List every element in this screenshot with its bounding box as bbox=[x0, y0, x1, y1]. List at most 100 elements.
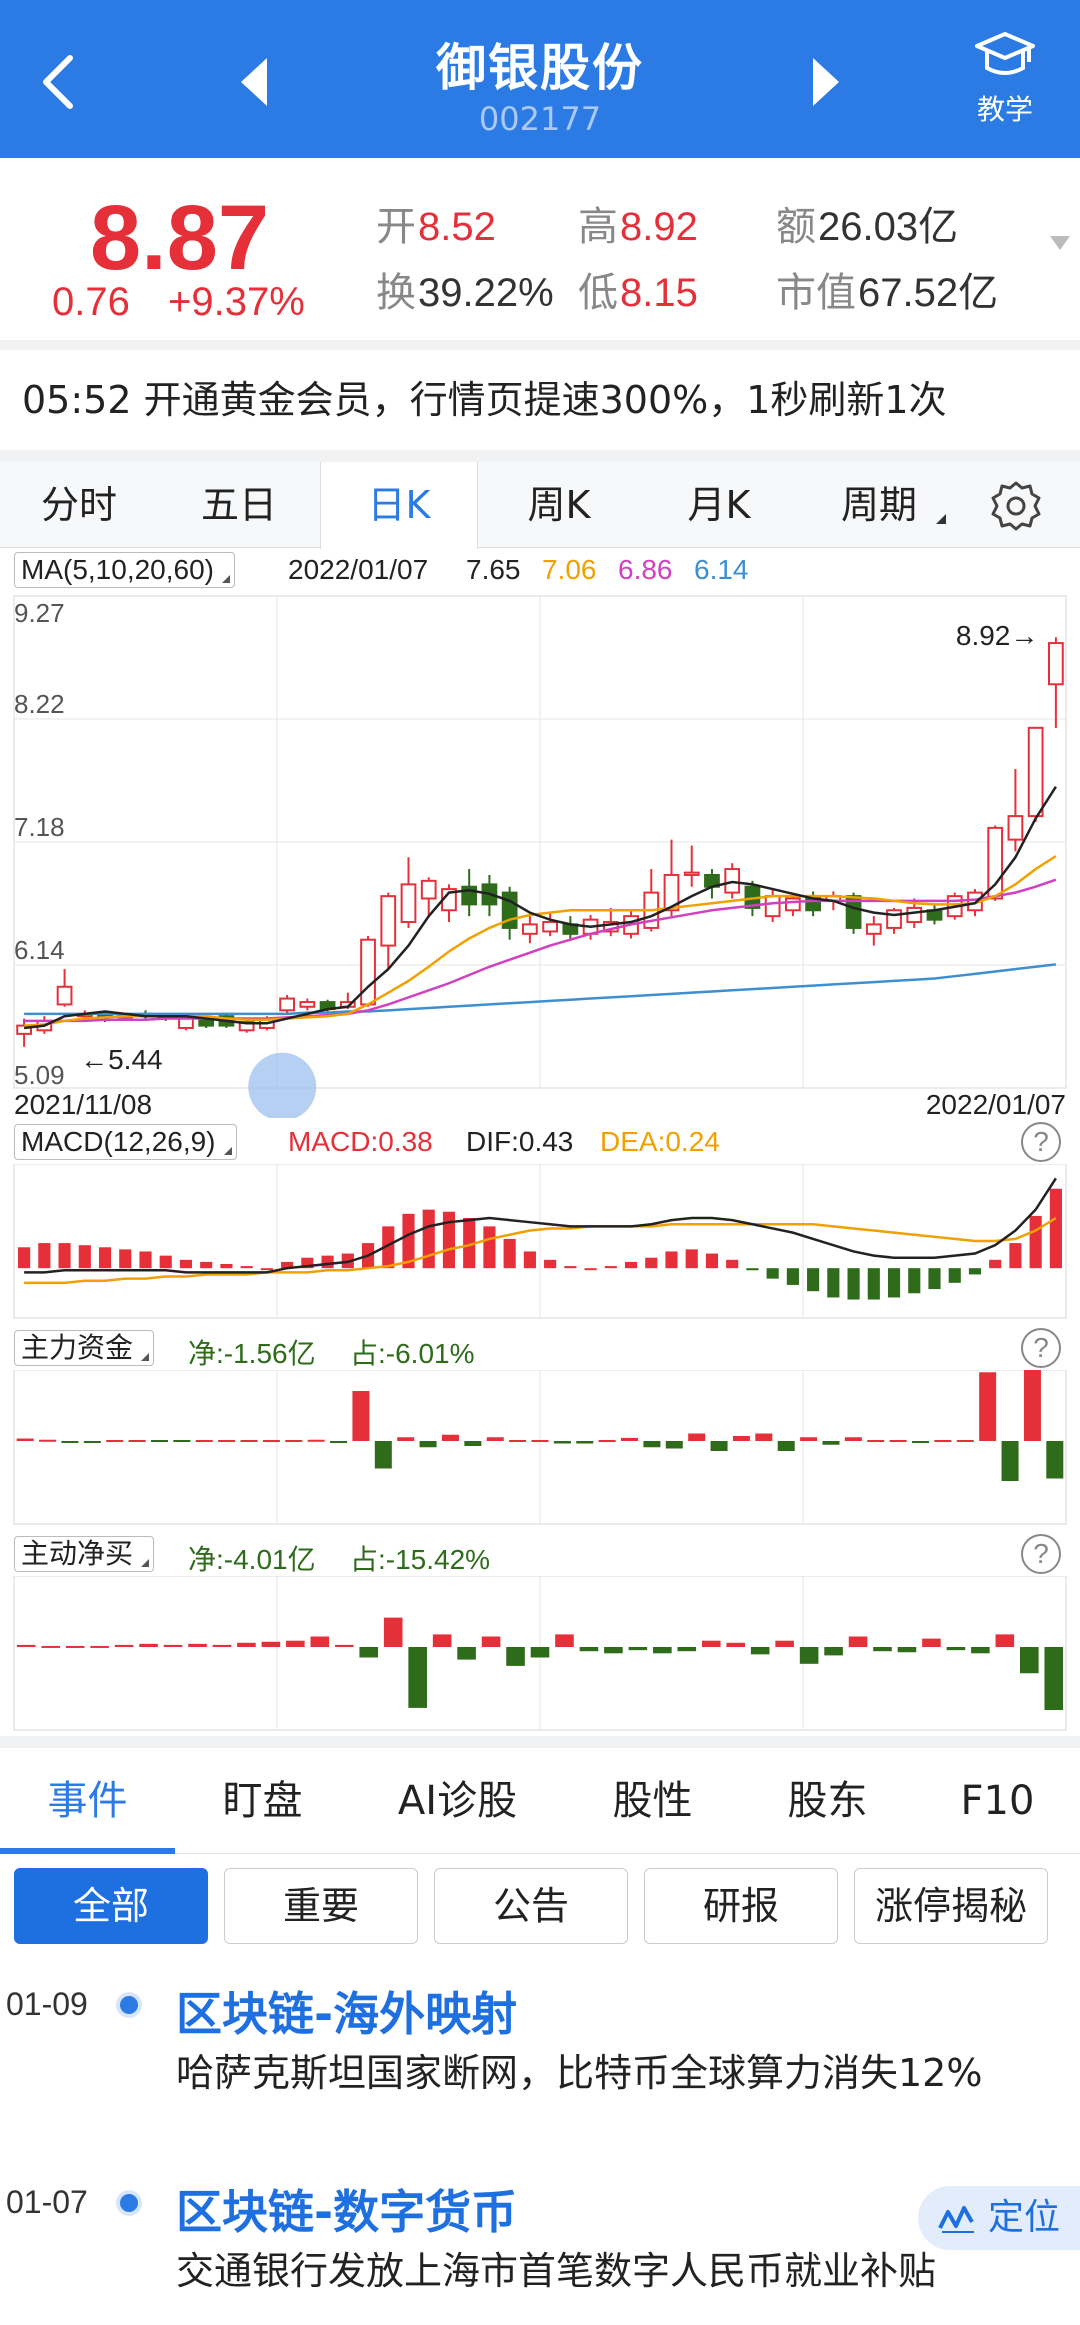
candle bbox=[663, 873, 680, 912]
candle bbox=[886, 909, 902, 929]
ma5-value: 7.65 bbox=[466, 554, 521, 585]
filter-research[interactable]: 研报 bbox=[644, 1868, 838, 1944]
macd-bar bbox=[1049, 1188, 1062, 1269]
candle bbox=[380, 895, 397, 947]
candle bbox=[764, 895, 781, 918]
active-buy-legend: 主动净买 净:-4.01亿 占:-15.42% ? bbox=[0, 1534, 1080, 1575]
active-tab-indicator bbox=[0, 1848, 175, 1854]
flow-bar bbox=[16, 1644, 36, 1647]
filter-all[interactable]: 全部 bbox=[14, 1868, 208, 1944]
macd-legend: MACD(12,26,9) MACD:0.38 DIF:0.43 DEA:0.2… bbox=[0, 1122, 1080, 1162]
flow-bar bbox=[732, 1436, 750, 1441]
market-cap-field: 市值67.52亿 bbox=[776, 260, 998, 318]
macd-indicator-selector[interactable]: MACD(12,26,9) bbox=[14, 1124, 237, 1160]
tab-period[interactable]: 周期 bbox=[800, 462, 958, 548]
tab-intraday[interactable]: 分时 bbox=[40, 483, 117, 527]
macd-bar bbox=[746, 1268, 759, 1271]
help-icon[interactable]: ? bbox=[1021, 1534, 1061, 1574]
tab-weekly-k[interactable]: 周K bbox=[527, 483, 591, 527]
tab-daily-k[interactable]: 日K bbox=[320, 462, 478, 549]
high-field: 高8.92 bbox=[578, 194, 698, 252]
flow-bar bbox=[419, 1441, 437, 1448]
tab-five-day[interactable]: 五日 bbox=[200, 483, 277, 527]
event-date: 01-07 bbox=[6, 2184, 88, 2220]
dif-line bbox=[24, 1177, 1057, 1274]
filter-limit-up[interactable]: 涨停揭秘 bbox=[854, 1868, 1048, 1944]
tab-f10[interactable]: F10 bbox=[960, 1778, 1035, 1824]
locate-button[interactable]: 定位 bbox=[918, 2186, 1080, 2250]
macd-bar bbox=[483, 1226, 496, 1269]
tab-stock-character[interactable]: 股性 bbox=[612, 1778, 693, 1824]
gear-icon[interactable] bbox=[990, 480, 1042, 532]
macd-bar bbox=[321, 1255, 334, 1269]
flow-bar bbox=[531, 1440, 549, 1442]
flow-bar bbox=[285, 1440, 303, 1442]
flow-bar bbox=[408, 1647, 427, 1708]
teach-label: 教学 bbox=[976, 93, 1033, 126]
high-value: 8.92 bbox=[620, 205, 698, 249]
macd-bar bbox=[827, 1268, 840, 1298]
main-fund-selector[interactable]: 主力资金 bbox=[14, 1330, 155, 1366]
macd-bar bbox=[159, 1255, 172, 1269]
flow-bar bbox=[912, 1441, 930, 1443]
flow-bar bbox=[621, 1437, 639, 1441]
macd-bar bbox=[260, 1268, 273, 1271]
flow-bar bbox=[481, 1636, 501, 1647]
ma5-line bbox=[23, 786, 1057, 1030]
open-value: 8.52 bbox=[418, 205, 496, 249]
macd-bar bbox=[402, 1213, 415, 1269]
macd-bar bbox=[442, 1211, 456, 1269]
back-arrow-icon[interactable] bbox=[30, 42, 90, 122]
tab-events[interactable]: 事件 bbox=[47, 1778, 128, 1824]
min-price-label: ←5.44 bbox=[80, 1044, 163, 1075]
flow-bar bbox=[486, 1437, 504, 1441]
filter-announcement[interactable]: 公告 bbox=[434, 1868, 628, 1944]
flow-bar bbox=[139, 1643, 158, 1647]
candlestick-chart[interactable]: 9.27 8.22 7.18 6.14 5.09 8.92→ ←5.44 2021/11/08… bbox=[0, 590, 1080, 1118]
stock-code: 002177 bbox=[478, 100, 602, 138]
flow-bar bbox=[922, 1638, 941, 1647]
event-title[interactable]: 区块链-海外映射 bbox=[176, 1987, 518, 2041]
expand-quote-icon[interactable] bbox=[1050, 236, 1070, 250]
flow-bar bbox=[262, 1440, 280, 1442]
filter-important[interactable]: 重要 bbox=[224, 1868, 418, 1944]
candle bbox=[279, 997, 295, 1012]
flow-bar bbox=[261, 1641, 281, 1647]
candle bbox=[785, 897, 801, 912]
ma-legend: MA(5,10,20,60) 2022/01/07 7.65 7.06 6.86… bbox=[0, 550, 1080, 590]
x-axis-start-label: 2021/11/08 bbox=[14, 1089, 152, 1118]
stock-name: 御银股份 bbox=[436, 39, 644, 97]
macd-bar bbox=[624, 1261, 638, 1269]
help-icon[interactable]: ? bbox=[1021, 1122, 1061, 1162]
candle bbox=[400, 883, 417, 924]
active-buy-ratio: 占:-15.42% bbox=[350, 1544, 491, 1575]
teach-button[interactable]: 教学 bbox=[960, 30, 1050, 128]
tab-ai-diagnosis[interactable]: AI诊股 bbox=[397, 1778, 518, 1824]
vip-notice-banner[interactable]: 05:52 开通黄金会员，行情页提速300%，1秒刷新1次 bbox=[0, 350, 1080, 450]
next-stock-icon[interactable] bbox=[805, 52, 845, 112]
main-fund-chart bbox=[13, 1370, 1067, 1525]
flow-bar bbox=[90, 1645, 109, 1648]
flow-bar bbox=[150, 1440, 168, 1442]
active-buy-selector[interactable]: 主动净买 bbox=[14, 1536, 155, 1572]
macd-bar bbox=[240, 1266, 253, 1269]
flow-bar bbox=[628, 1647, 648, 1651]
tab-monthly-k[interactable]: 月K bbox=[687, 483, 751, 527]
flow-bar bbox=[188, 1643, 207, 1647]
flow-bar bbox=[995, 1634, 1015, 1647]
tab-watch[interactable]: 盯盘 bbox=[222, 1778, 303, 1824]
ma-indicator-selector[interactable]: MA(5,10,20,60) bbox=[14, 552, 235, 588]
flow-bar bbox=[1001, 1441, 1019, 1481]
previous-stock-icon[interactable] bbox=[235, 52, 275, 112]
event-title[interactable]: 区块链-数字货币 bbox=[176, 2185, 518, 2239]
help-icon[interactable]: ? bbox=[1021, 1328, 1061, 1368]
flow-bar bbox=[457, 1647, 476, 1660]
flow-bar bbox=[212, 1644, 232, 1647]
tab-shareholders[interactable]: 股东 bbox=[787, 1778, 868, 1824]
macd-bar bbox=[78, 1245, 91, 1269]
macd-bar bbox=[523, 1251, 536, 1269]
macd-bar bbox=[98, 1247, 112, 1269]
flow-bar bbox=[979, 1372, 997, 1441]
flow-bar bbox=[39, 1439, 57, 1442]
candle bbox=[1027, 726, 1044, 818]
